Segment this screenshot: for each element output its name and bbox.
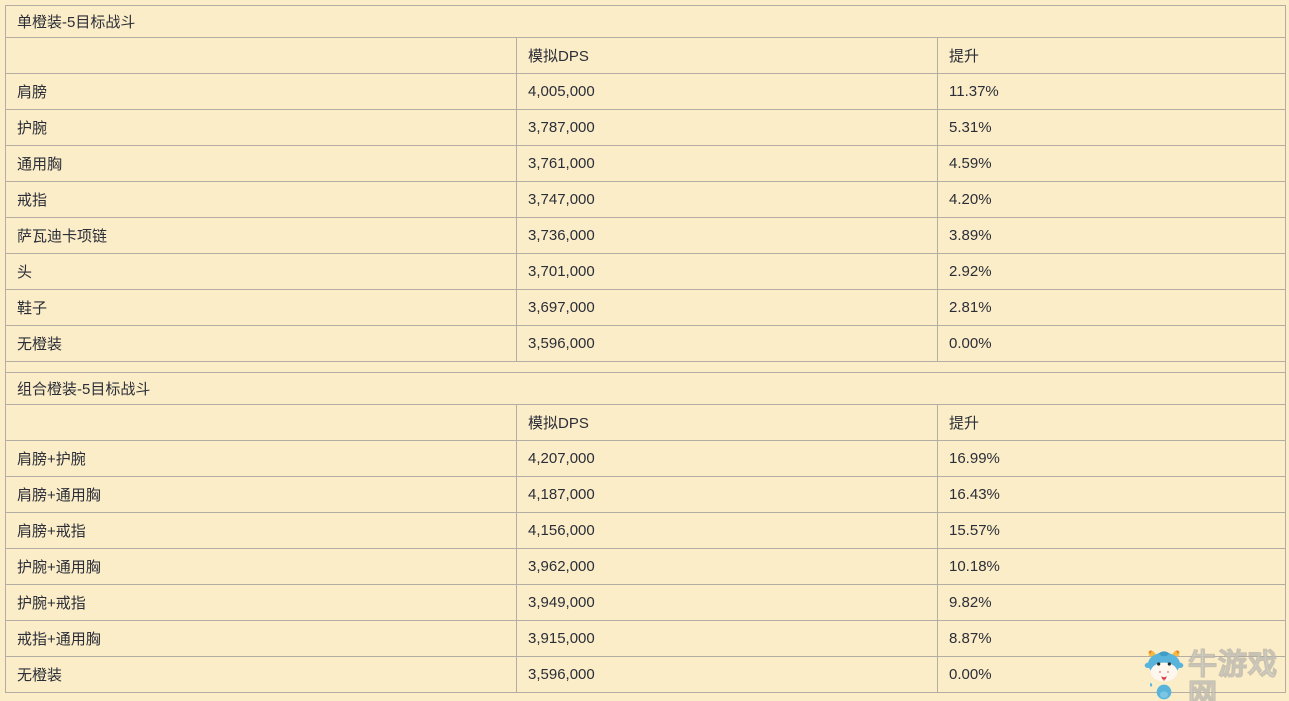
dps-value-cell: 3,787,000	[516, 109, 938, 146]
boost-value-cell: 3.89%	[936, 217, 1287, 254]
item-name-cell: 萨瓦迪卡项链	[5, 217, 517, 254]
table-row: 萨瓦迪卡项链 3,736,000 3.89%	[5, 217, 1287, 254]
section-title: 组合橙装-5目标战斗	[4, 372, 1287, 405]
dps-value-cell: 3,915,000	[516, 620, 938, 657]
boost-value-cell: 2.92%	[936, 253, 1287, 290]
dps-value-cell: 4,156,000	[516, 512, 938, 549]
table-row: 头 3,701,000 2.92%	[5, 253, 1287, 290]
boost-value-cell: 0.00%	[936, 325, 1287, 362]
section-title: 单橙装-5目标战斗	[4, 5, 1287, 38]
boost-value-cell: 0.00%	[936, 656, 1287, 693]
dps-comparison-table: 单橙装-5目标战斗 模拟DPS 提升 肩膀 4,005,000 11.37% 护…	[4, 5, 1287, 693]
table-row: 护腕 3,787,000 5.31%	[5, 109, 1287, 146]
dps-value-cell: 3,596,000	[516, 656, 938, 693]
table-row: 护腕+戒指 3,949,000 9.82%	[5, 584, 1287, 621]
item-name-cell: 无橙装	[5, 325, 517, 362]
table-row: 肩膀+戒指 4,156,000 15.57%	[5, 512, 1287, 549]
table-row: 戒指 3,747,000 4.20%	[5, 181, 1287, 218]
table-row: 护腕+通用胸 3,962,000 10.18%	[5, 548, 1287, 585]
dps-value-cell: 3,949,000	[516, 584, 938, 621]
section-separator-row	[4, 361, 1287, 373]
dps-value-cell: 3,736,000	[516, 217, 938, 254]
boost-value-cell: 9.82%	[936, 584, 1287, 621]
boost-value-cell: 4.20%	[936, 181, 1287, 218]
dps-value-cell: 4,005,000	[516, 73, 938, 110]
item-name-cell: 鞋子	[5, 289, 517, 326]
boost-value-cell: 2.81%	[936, 289, 1287, 326]
item-name-cell: 戒指+通用胸	[5, 620, 517, 657]
item-name-cell: 无橙装	[5, 656, 517, 693]
boost-value-cell: 5.31%	[936, 109, 1287, 146]
dps-value-cell: 3,747,000	[516, 181, 938, 218]
boost-value-cell: 4.59%	[936, 145, 1287, 182]
header-item-cell	[5, 37, 517, 74]
item-name-cell: 肩膀+通用胸	[5, 476, 517, 513]
item-name-cell: 护腕+通用胸	[5, 548, 517, 585]
table-row: 戒指+通用胸 3,915,000 8.87%	[5, 620, 1287, 657]
boost-value-cell: 15.57%	[936, 512, 1287, 549]
header-boost-cell: 提升	[936, 37, 1287, 74]
section-separator	[4, 361, 1287, 373]
dps-value-cell: 3,962,000	[516, 548, 938, 585]
dps-value-cell: 3,697,000	[516, 289, 938, 326]
item-name-cell: 头	[5, 253, 517, 290]
item-name-cell: 护腕+戒指	[5, 584, 517, 621]
item-name-cell: 戒指	[5, 181, 517, 218]
column-header-row: 模拟DPS 提升	[5, 37, 1287, 74]
table-row: 鞋子 3,697,000 2.81%	[5, 289, 1287, 326]
boost-value-cell: 16.99%	[936, 440, 1287, 477]
dps-value-cell: 4,187,000	[516, 476, 938, 513]
header-dps-cell: 模拟DPS	[516, 37, 938, 74]
item-name-cell: 肩膀+护腕	[5, 440, 517, 477]
item-name-cell: 通用胸	[5, 145, 517, 182]
table-row: 肩膀+通用胸 4,187,000 16.43%	[5, 476, 1287, 513]
boost-value-cell: 10.18%	[936, 548, 1287, 585]
table-row: 肩膀 4,005,000 11.37%	[5, 73, 1287, 110]
header-boost-cell: 提升	[936, 404, 1287, 441]
dps-value-cell: 4,207,000	[516, 440, 938, 477]
boost-value-cell: 8.87%	[936, 620, 1287, 657]
boost-value-cell: 16.43%	[936, 476, 1287, 513]
dps-value-cell: 3,701,000	[516, 253, 938, 290]
dps-value-cell: 3,761,000	[516, 145, 938, 182]
item-name-cell: 肩膀	[5, 73, 517, 110]
header-dps-cell: 模拟DPS	[516, 404, 938, 441]
item-name-cell: 肩膀+戒指	[5, 512, 517, 549]
table-row: 无橙装 3,596,000 0.00%	[5, 325, 1287, 362]
table-row: 通用胸 3,761,000 4.59%	[5, 145, 1287, 182]
dps-value-cell: 3,596,000	[516, 325, 938, 362]
section-title-row: 组合橙装-5目标战斗	[4, 372, 1287, 405]
column-header-row: 模拟DPS 提升	[5, 404, 1287, 441]
header-item-cell	[5, 404, 517, 441]
boost-value-cell: 11.37%	[936, 73, 1287, 110]
section-title-row: 单橙装-5目标战斗	[4, 5, 1287, 38]
item-name-cell: 护腕	[5, 109, 517, 146]
table-row: 无橙装 3,596,000 0.00%	[5, 656, 1287, 693]
table-row: 肩膀+护腕 4,207,000 16.99%	[5, 440, 1287, 477]
